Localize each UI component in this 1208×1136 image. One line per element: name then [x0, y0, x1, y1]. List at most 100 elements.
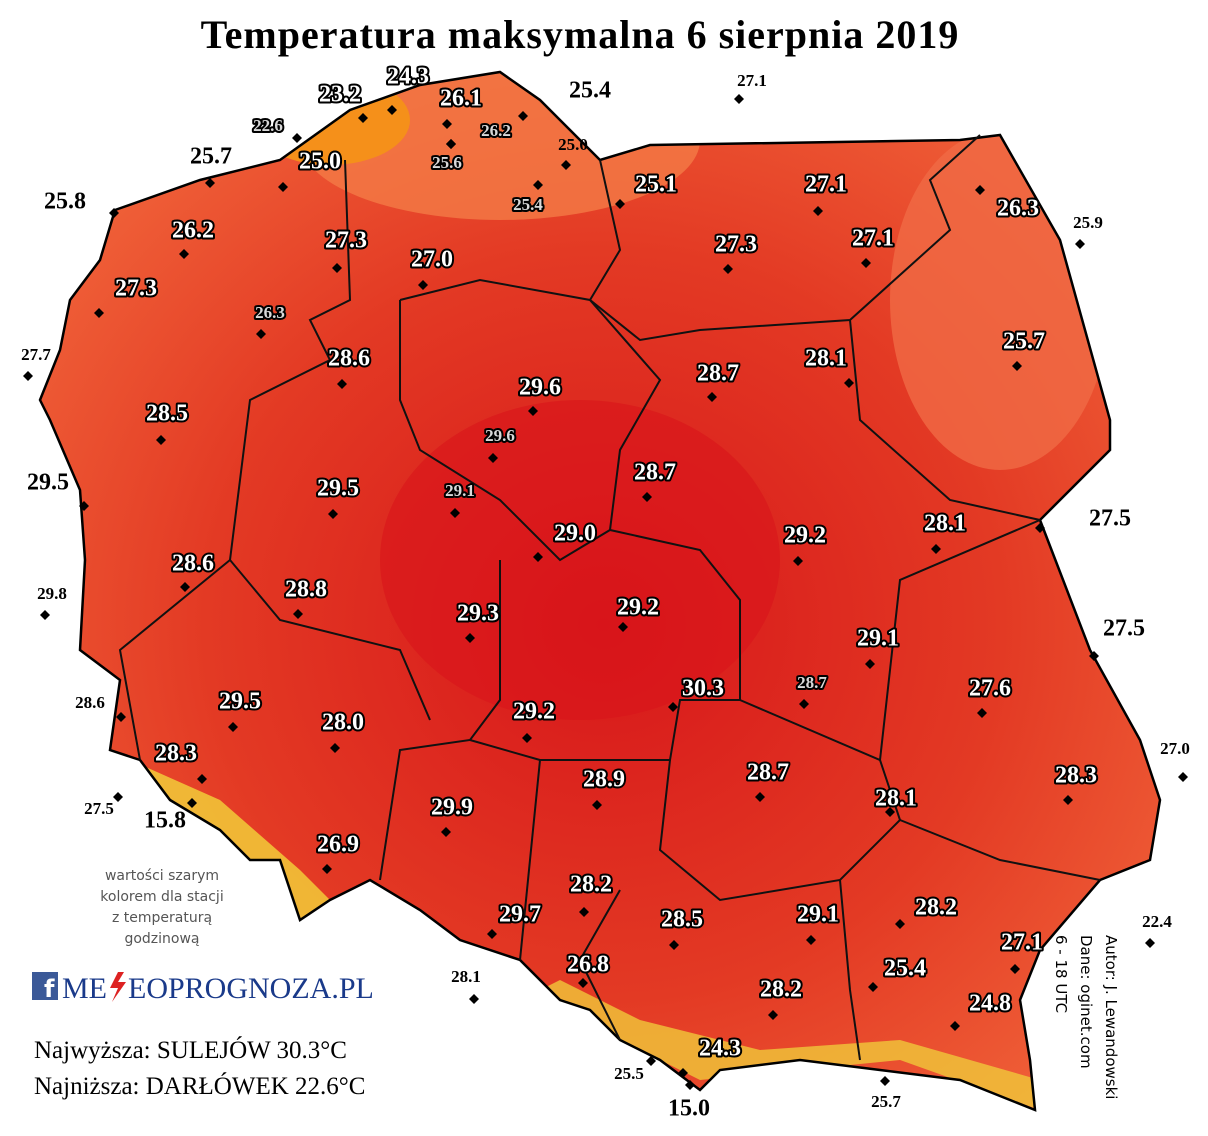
station-temp: 27.1	[1001, 930, 1043, 956]
station-marker	[813, 206, 823, 216]
station-temp: 29.1	[797, 902, 839, 928]
station-temp: 28.7	[697, 361, 739, 387]
station-temp: 29.1	[857, 626, 899, 652]
station-temp: 28.6	[172, 551, 214, 577]
station-marker	[442, 119, 452, 129]
station-temp: 29.7	[499, 902, 541, 928]
note-line: z temperaturą	[112, 910, 212, 926]
station-temp: 28.6	[328, 346, 370, 372]
station-marker	[668, 702, 678, 712]
station-temp: 28.8	[285, 577, 327, 603]
station-temp: 29.2	[617, 595, 659, 621]
station-marker	[1063, 795, 1073, 805]
station-marker	[358, 113, 368, 123]
station-temp: 28.0	[322, 710, 364, 736]
station-temp: 15.8	[144, 808, 186, 834]
station-temp: 25.6	[432, 153, 462, 172]
note-line: wartości szarym	[105, 868, 219, 884]
station-temp: 27.1	[852, 226, 894, 252]
credit-line: 6 - 18 UTC	[1052, 935, 1070, 1013]
station-marker	[618, 622, 628, 632]
station-marker	[450, 508, 460, 518]
station-marker	[865, 659, 875, 669]
station-temp: 28.1	[805, 346, 847, 372]
credit-line: Dane: oginet.com	[1077, 935, 1095, 1069]
station-marker	[322, 864, 332, 874]
station-temp: 29.8	[37, 584, 67, 603]
note-line: kolorem dla stacji	[100, 889, 223, 905]
station-marker	[94, 308, 104, 318]
logo: f ME EOPROGNOZA.PL	[32, 972, 374, 1005]
station-temp: 27.5	[1089, 506, 1131, 532]
station-temp: 27.7	[21, 345, 51, 364]
station-marker	[197, 774, 207, 784]
station-temp: 29.0	[554, 521, 596, 547]
station-marker	[723, 264, 733, 274]
station-marker	[885, 807, 895, 817]
station-temp: 28.7	[747, 760, 789, 786]
station-marker	[256, 329, 266, 339]
station-temp: 27.3	[115, 276, 157, 302]
station-temp: 27.6	[969, 676, 1011, 702]
station-temp: 23.2	[319, 82, 361, 108]
credit-line: Autor: J. Lewandowski	[1102, 935, 1120, 1099]
station-marker	[418, 280, 428, 290]
station-temp: 24.3	[387, 64, 429, 90]
station-temp: 28.3	[1055, 763, 1097, 789]
station-temp: 28.2	[760, 977, 802, 1003]
station-temp: 25.0	[299, 149, 341, 175]
station-temp: 26.9	[317, 832, 359, 858]
station-marker	[446, 139, 456, 149]
station-marker	[806, 935, 816, 945]
station-temp: 27.3	[715, 232, 757, 258]
station-marker	[642, 492, 652, 502]
station-marker	[1089, 651, 1099, 661]
station-marker	[1010, 964, 1020, 974]
credits: Autor: J. Lewandowski Dane: oginet.com 6 -…	[1052, 935, 1120, 1099]
station-marker	[23, 371, 33, 381]
station-marker	[113, 792, 123, 802]
station-marker	[79, 501, 89, 511]
station-marker	[330, 743, 340, 753]
station-marker	[228, 722, 238, 732]
station-marker	[522, 733, 532, 743]
station-marker	[707, 392, 717, 402]
station-marker	[533, 552, 543, 562]
station-temp: 22.6	[253, 116, 283, 135]
station-temp: 24.3	[699, 1036, 741, 1062]
station-temp: 27.3	[325, 228, 367, 254]
station-marker	[465, 633, 475, 643]
station-marker	[518, 111, 528, 121]
station-marker	[793, 556, 803, 566]
station-marker	[40, 610, 50, 620]
station-temp: 28.6	[75, 693, 105, 712]
station-temp: 28.2	[570, 872, 612, 898]
station-marker	[156, 435, 166, 445]
station-marker	[1075, 239, 1085, 249]
station-temp: 29.5	[219, 689, 261, 715]
stations: 23.2 24.3 22.6 25.0 26.1 26.2 25.6 25.4 27.1 25.0…	[21, 62, 1190, 1122]
station-temp: 27.5	[84, 799, 114, 818]
station-temp: 27.0	[411, 247, 453, 273]
logo-bolt	[110, 972, 126, 1002]
station-temp: 25.7	[1003, 329, 1045, 355]
station-marker	[755, 792, 765, 802]
station-temp: 29.6	[485, 426, 515, 445]
station-marker	[292, 133, 302, 143]
station-temp: 25.4	[569, 78, 611, 104]
station-temp: 26.8	[567, 952, 609, 978]
station-temp: 25.7	[190, 144, 232, 170]
station-marker	[592, 800, 602, 810]
station-temp: 27.0	[1160, 739, 1190, 758]
station-marker	[528, 406, 538, 416]
station-temp: 15.0	[668, 1096, 710, 1122]
station-marker	[109, 208, 119, 218]
station-temp: 29.1	[445, 481, 475, 500]
station-marker	[332, 263, 342, 273]
station-temp: 29.5	[317, 476, 359, 502]
station-marker	[116, 712, 126, 722]
station-temp: 29.5	[27, 470, 69, 496]
station-marker	[469, 994, 479, 1004]
station-marker	[1178, 772, 1188, 782]
station-temp: 30.3	[682, 676, 724, 702]
